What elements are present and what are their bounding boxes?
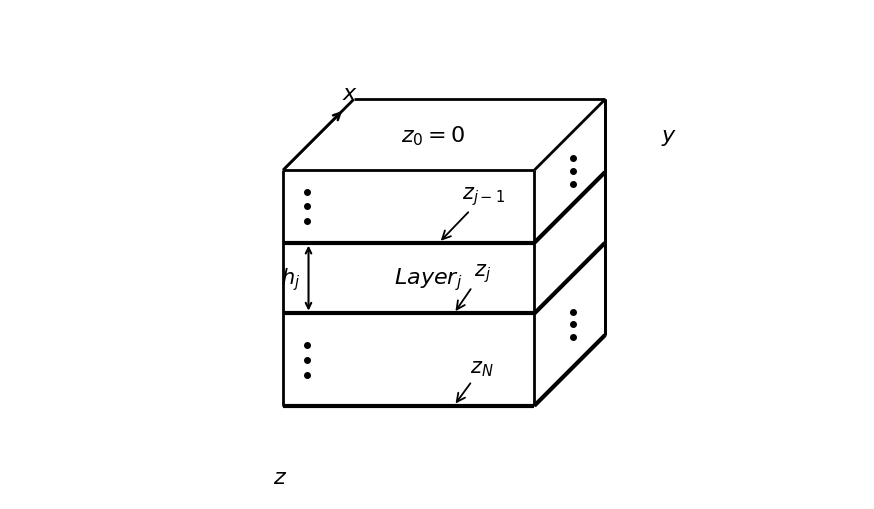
Text: $z_0 = 0$: $z_0 = 0$ [401, 124, 466, 147]
Polygon shape [283, 100, 605, 171]
Text: $z_N$: $z_N$ [457, 358, 493, 402]
Polygon shape [283, 171, 534, 406]
Polygon shape [534, 100, 605, 406]
Text: $z_j$: $z_j$ [456, 262, 490, 310]
Text: $h_j$: $h_j$ [281, 265, 301, 292]
Text: $z_{j-1}$: $z_{j-1}$ [442, 185, 505, 240]
Text: $Layer_j$: $Layer_j$ [394, 265, 462, 292]
Text: y: y [662, 126, 675, 146]
Text: z: z [274, 467, 285, 487]
Text: x: x [343, 84, 356, 104]
